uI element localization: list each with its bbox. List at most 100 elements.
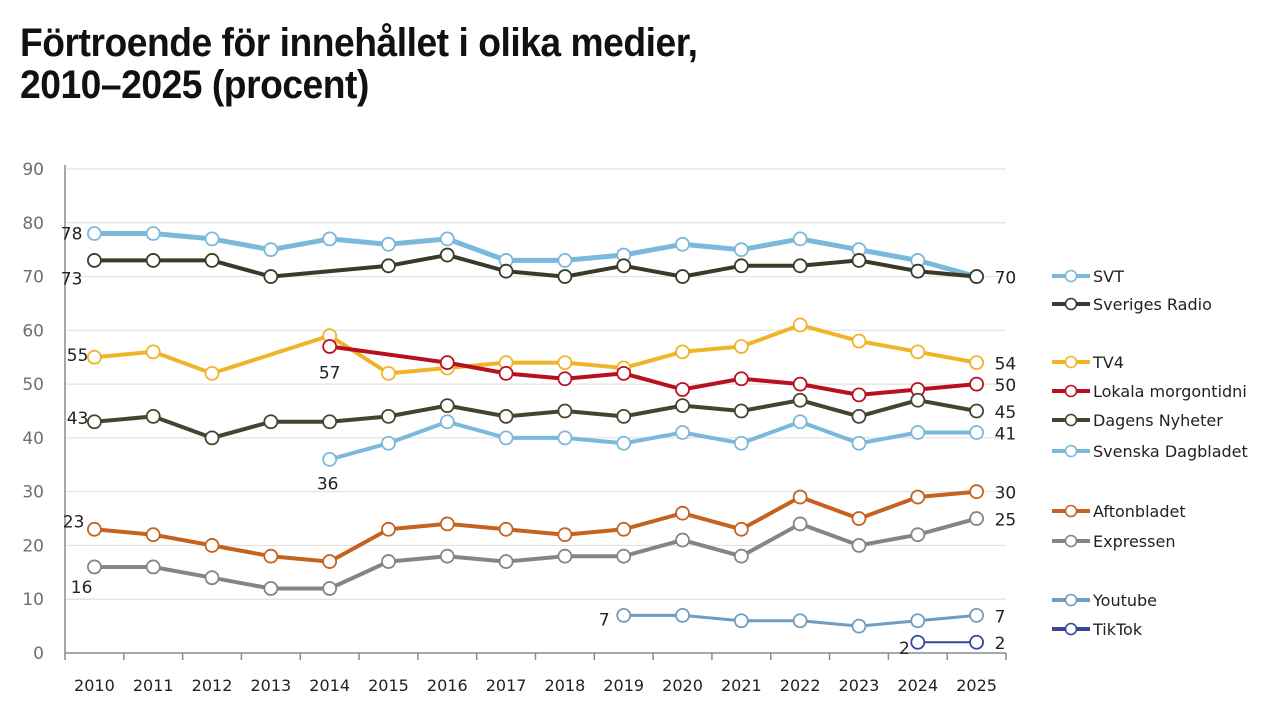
- data-point: [87, 349, 102, 365]
- x-tick-label: 2021: [721, 676, 762, 695]
- data-point: [439, 548, 455, 564]
- data-point: [557, 269, 573, 284]
- data-label-last: 45: [995, 403, 1017, 423]
- data-point: [616, 365, 632, 381]
- legend-item-tv4: TV4: [1052, 353, 1124, 372]
- legend-label: Sveriges Radio: [1093, 295, 1212, 314]
- legend-label: Aftonbladet: [1093, 502, 1186, 521]
- data-point: [381, 435, 396, 451]
- data-point: [675, 425, 690, 440]
- series-group: [87, 226, 984, 650]
- data-point: [733, 403, 749, 419]
- x-tick-label: 2020: [662, 676, 703, 695]
- data-point: [969, 484, 984, 500]
- legend-marker: [1064, 384, 1078, 398]
- legend-marker: [1064, 534, 1078, 548]
- data-point: [675, 344, 690, 360]
- legend-item-svenska-dagbladet: Svenska Dagbladet: [1052, 442, 1248, 461]
- legend-item-lokala-morgontidni: Lokala morgontidni: [1052, 382, 1247, 401]
- data-point: [969, 425, 984, 440]
- x-tick-label: 2023: [839, 676, 880, 695]
- series-youtube: [616, 607, 984, 634]
- y-tick-label: 90: [22, 160, 44, 180]
- data-point: [910, 392, 926, 408]
- data-point: [204, 231, 220, 247]
- series-line: [92, 323, 979, 376]
- data-point: [87, 414, 102, 430]
- x-tick-label: 2015: [368, 676, 409, 695]
- legend-item-tiktok: TikTok: [1052, 620, 1143, 639]
- legend-label: Expressen: [1093, 532, 1175, 551]
- legend-label: Lokala morgontidni: [1093, 382, 1247, 401]
- data-point: [145, 253, 161, 268]
- data-point: [204, 430, 220, 446]
- data-point: [263, 548, 279, 564]
- series-line: [91, 231, 980, 280]
- y-tick-label: 60: [22, 321, 44, 341]
- series-tiktok: [910, 634, 984, 650]
- data-point: [733, 258, 749, 274]
- data-point: [87, 521, 102, 537]
- data-label-first: 23: [63, 512, 85, 532]
- data-point: [381, 554, 396, 569]
- data-point: [792, 231, 808, 247]
- series-dagens-nyheter: [87, 392, 984, 446]
- x-axis-ticks: 2010 2011 2012 2013 2014 2015 2016 2017 2018 2019…: [74, 676, 997, 695]
- x-tick-label: 2016: [427, 676, 468, 695]
- data-point: [851, 618, 867, 634]
- y-tick-label: 80: [22, 214, 44, 234]
- data-point: [851, 253, 867, 268]
- data-point: [204, 570, 220, 586]
- data-point: [733, 613, 749, 629]
- data-point: [381, 365, 396, 381]
- data-point: [969, 403, 984, 419]
- data-point: [145, 559, 161, 575]
- data-label-last: 70: [995, 269, 1017, 289]
- data-point: [675, 607, 690, 623]
- data-point: [439, 247, 455, 263]
- legend-item-dagens-nyheter: Dagens Nyheter: [1052, 411, 1223, 430]
- data-label-first: 36: [317, 474, 339, 494]
- data-point: [439, 414, 455, 430]
- data-point: [263, 581, 279, 596]
- legend-item-youtube: Youtube: [1052, 591, 1157, 610]
- data-point: [675, 398, 690, 414]
- data-point: [851, 538, 867, 553]
- legend-marker: [1064, 413, 1078, 427]
- data-point: [969, 376, 984, 392]
- data-point: [910, 613, 926, 629]
- series-expressen: [87, 511, 984, 596]
- data-point: [851, 435, 867, 451]
- series-line: [92, 489, 979, 564]
- data-point: [792, 613, 808, 629]
- legend-marker: [1064, 622, 1078, 636]
- x-tick-label: 2012: [192, 676, 233, 695]
- data-point: [263, 242, 279, 258]
- legend-marker: [1064, 504, 1078, 518]
- data-label-first: 73: [61, 269, 83, 289]
- data-label-first: 2: [899, 639, 910, 659]
- x-tick-label: 2025: [956, 676, 997, 695]
- series-svenska-dagbladet: [322, 414, 984, 467]
- x-tick-label: 2022: [780, 676, 821, 695]
- data-point: [145, 408, 161, 424]
- y-tick-label: 0: [33, 644, 44, 664]
- data-point: [910, 344, 926, 360]
- data-point: [733, 435, 749, 451]
- data-point: [498, 263, 514, 279]
- series-line: [327, 419, 979, 462]
- data-point: [204, 538, 220, 553]
- data-label-last: 30: [995, 484, 1017, 504]
- data-label-last: 54: [995, 355, 1017, 375]
- data-point: [733, 548, 749, 564]
- gridlines: [65, 168, 1006, 600]
- legend-marker: [1064, 355, 1078, 369]
- chart-title: Förtroende för innehållet i olika medier…: [20, 22, 698, 106]
- x-tick-label: 2018: [545, 676, 586, 695]
- data-point: [792, 376, 808, 392]
- data-point: [263, 414, 279, 430]
- data-point: [969, 607, 984, 623]
- data-point: [733, 242, 749, 258]
- data-point: [322, 554, 338, 569]
